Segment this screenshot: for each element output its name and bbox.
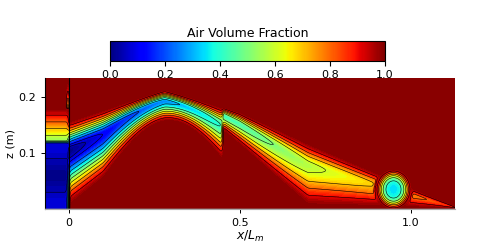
Title: Air Volume Fraction: Air Volume Fraction [187,27,308,40]
Y-axis label: z (m): z (m) [6,129,16,158]
X-axis label: $x/L_m$: $x/L_m$ [236,229,264,243]
